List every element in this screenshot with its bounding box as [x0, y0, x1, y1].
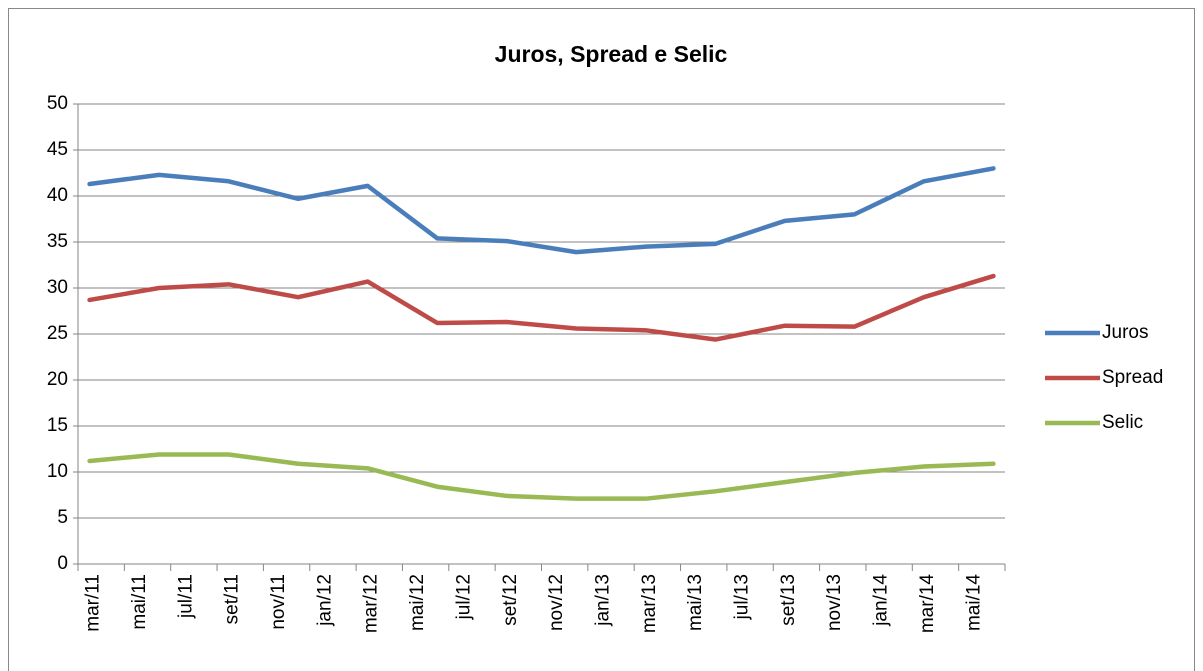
x-tick-label: jan/14	[871, 574, 892, 627]
y-tick-label: 10	[47, 461, 68, 482]
x-tick-label: mai/13	[685, 574, 706, 631]
x-tick-label: nov/11	[268, 574, 289, 630]
y-tick-label: 0	[57, 553, 68, 574]
y-tick-label: 20	[47, 369, 68, 390]
legend-label: Selic	[1102, 412, 1143, 433]
x-tick-label: mai/12	[407, 574, 428, 631]
chart-title: Juros, Spread e Selic	[495, 41, 728, 67]
chart-frame	[8, 8, 1195, 671]
y-tick-label: 5	[57, 507, 68, 528]
series-line	[87, 166, 996, 255]
x-tick-label: mar/14	[917, 574, 938, 634]
y-tick-label: 45	[47, 139, 68, 160]
y-tick-label: 25	[47, 323, 68, 344]
series-line	[87, 452, 996, 501]
series-line	[87, 273, 996, 342]
legend-label: Spread	[1102, 367, 1163, 388]
y-tick-label: 40	[47, 185, 68, 206]
x-tick-label: jul/12	[453, 574, 474, 620]
x-tick-label: nov/13	[824, 574, 845, 631]
x-tick-label: mar/11	[83, 574, 104, 632]
y-tick-label: 15	[47, 415, 68, 436]
y-tick-label: 50	[47, 93, 68, 114]
x-tick-label: mar/12	[361, 574, 382, 633]
x-tick-label: mai/14	[963, 574, 984, 631]
x-tick-label: mar/13	[639, 574, 660, 633]
x-tick-label: set/11	[222, 574, 243, 624]
x-tick-label: jan/12	[314, 574, 335, 627]
x-tick-label: jan/13	[592, 574, 613, 627]
legend-label: Juros	[1102, 322, 1148, 343]
y-tick-label: 30	[47, 277, 68, 298]
x-tick-label: set/12	[500, 574, 521, 626]
x-tick-label: mai/11	[129, 574, 150, 630]
y-tick-label: 35	[47, 231, 68, 252]
x-tick-label: jul/13	[732, 574, 753, 620]
x-tick-label: set/13	[778, 574, 799, 626]
x-tick-label: jul/11	[175, 574, 196, 619]
x-tick-label: nov/12	[546, 574, 567, 631]
